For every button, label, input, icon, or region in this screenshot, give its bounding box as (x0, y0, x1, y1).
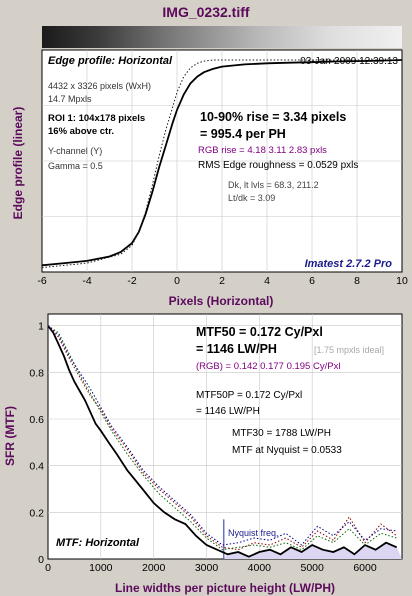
edge-y-label: Edge profile (linear) (11, 107, 25, 220)
mtf50p-lw-ph: = 1146 LW/PH (196, 406, 260, 417)
mtf30: MTF30 = 1788 LW/PH (232, 428, 331, 439)
edge-x-label: Pixels (Horizontal) (169, 294, 274, 308)
x-tick-label: 4000 (248, 562, 272, 574)
beyond-nyquist-fill (223, 542, 402, 559)
mtf-x-label: Line widths per picture height (LW/PH) (115, 581, 335, 595)
y-tick-label: 0 (38, 554, 44, 566)
rgb-rise: RGB rise = 4.18 3.11 2.83 pxls (198, 145, 327, 156)
edge-timestamp: 03-Jan-2009 12:39:13 (300, 56, 398, 67)
rise-pixels: 10-90% rise = 3.34 pixels (200, 110, 346, 124)
edge-grid (42, 50, 402, 272)
y-tick-label: 1 (38, 321, 44, 333)
dotted-series-line (48, 325, 397, 551)
roi-position: 16% above ctr. (48, 126, 114, 137)
mtf-plot-area (47, 313, 403, 560)
dotted-series-line (48, 325, 397, 546)
mtf50p-cy-pxl: MTF50P = 0.172 Cy/Pxl (196, 390, 302, 401)
x-tick-label: 2000 (142, 562, 166, 574)
mtf-series (48, 325, 398, 558)
x-tick-label: 1000 (89, 562, 113, 574)
channel: Y-channel (Y) (48, 146, 102, 156)
y-tick-label: 0.8 (29, 367, 44, 379)
rise-per-ph: = 995.4 per PH (200, 127, 286, 141)
mtf-y-label: SFR (MTF) (3, 406, 17, 466)
main-series-line (48, 325, 398, 558)
edge-series (42, 59, 402, 269)
mtf-ticks: 0 1000 2000 3000 4000 5000 6000 0 0.2 0.4 0.6 0.8 1 (29, 321, 376, 574)
brand-label: Imatest 2.7.2 Pro (305, 258, 393, 270)
roi-size: ROI 1: 104x178 pixels (48, 113, 145, 124)
x-tick-label: 3000 (195, 562, 219, 574)
x-tick-label: 4 (264, 275, 270, 287)
x-tick-label: 2 (219, 275, 225, 287)
mtf-grid (48, 314, 402, 559)
megapixels: 14.7 Mpxls (48, 94, 92, 104)
x-tick-label: 0 (174, 275, 180, 287)
x-tick-label: 8 (354, 275, 360, 287)
mtf-heading: MTF: Horizontal (56, 537, 140, 549)
x-tick-label: 6000 (353, 562, 377, 574)
main-series-line (42, 59, 402, 267)
x-tick-label: 10 (396, 275, 408, 287)
gamma: Gamma = 0.5 (48, 161, 103, 171)
dotted-series-line (42, 59, 402, 269)
mtf50-cy-pxl: MTF50 = 0.172 Cy/Pxl (196, 325, 323, 339)
x-tick-label: -4 (82, 275, 91, 287)
mtf-at-nyquist: MTF at Nyquist = 0.0533 (232, 445, 342, 456)
dark-light-levels: Dk, lt lvls = 68.3, 211.2 (228, 180, 319, 190)
mtf50-rgb: (RGB) = 0.142 0.177 0.195 Cy/Pxl (196, 361, 340, 372)
ideal-mpxls: [1.75 mpxls ideal] (314, 345, 384, 355)
nyquist-label: Nyquist freq. (228, 528, 279, 538)
x-tick-label: -6 (37, 275, 46, 287)
edge-x-ticks: -6 -4 -2 0 2 4 6 8 10 (37, 275, 408, 287)
x-tick-label: 6 (309, 275, 315, 287)
y-tick-label: 0.6 (29, 414, 44, 426)
image-size: 4432 x 3326 pixels (WxH) (48, 81, 151, 91)
x-tick-label: 5000 (300, 562, 324, 574)
y-tick-label: 0.2 (29, 507, 44, 519)
rms-roughness: RMS Edge roughness = 0.0529 pxls (198, 160, 358, 171)
window-title: IMG_0232.tiff (162, 4, 250, 20)
edge-heading: Edge profile: Horizontal (48, 55, 173, 67)
light-dark-ratio: Lt/dk = 3.09 (228, 193, 275, 203)
y-tick-label: 0.4 (29, 461, 44, 473)
edge-gradient-strip (42, 26, 402, 48)
x-tick-label: -2 (127, 275, 136, 287)
x-tick-label: 0 (45, 562, 51, 574)
mtf50-lw-ph: = 1146 LW/PH (196, 342, 277, 356)
